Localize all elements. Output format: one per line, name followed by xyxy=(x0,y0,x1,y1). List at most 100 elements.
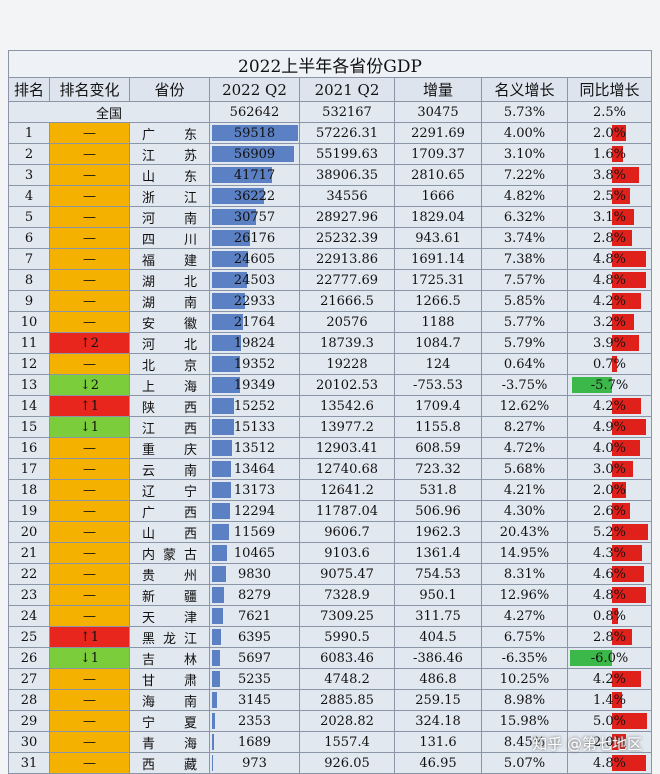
yoy-growth-text: 4.9% xyxy=(592,419,627,435)
increase: 1188 xyxy=(395,312,482,333)
gdp-2021: 9606.7 xyxy=(300,522,395,543)
gdp-bar xyxy=(212,461,232,477)
gdp-2022-text: 9830 xyxy=(237,566,272,582)
increase-text: 943.61 xyxy=(415,230,461,246)
province-text: 安徽 xyxy=(142,316,197,332)
gdp-2022: 973 xyxy=(210,753,300,774)
rank: 5 xyxy=(8,207,50,228)
province-text: 上海 xyxy=(142,379,197,395)
yoy-growth: 5.0% xyxy=(568,711,652,732)
province: 宁夏 xyxy=(130,711,210,732)
gdp-bar xyxy=(212,545,228,561)
rank-change: — xyxy=(50,690,130,711)
province: 甘肃 xyxy=(130,669,210,690)
province-text: 宁夏 xyxy=(142,715,197,731)
gdp-2021: 11787.04 xyxy=(300,501,395,522)
nominal-growth: 4.21% xyxy=(482,480,568,501)
gdp-2022: 26176 xyxy=(210,228,300,249)
yoy-bar xyxy=(612,461,633,477)
gdp-2021: 20576 xyxy=(300,312,395,333)
province-text: 北京 xyxy=(142,358,197,374)
increase-text: 754.53 xyxy=(415,566,461,582)
gdp-2021: 20102.53 xyxy=(300,375,395,396)
nominal-growth-text: 7.22% xyxy=(503,167,546,183)
province-text: 青海 xyxy=(142,736,197,752)
gdp-2021: 55199.63 xyxy=(300,144,395,165)
province-text: 海南 xyxy=(142,694,197,710)
rank-change-text: — xyxy=(83,524,96,540)
nominal-growth-text: 20.43% xyxy=(499,524,550,540)
gdp-2022-text: 15252 xyxy=(233,398,276,414)
yoy-growth-text: 4.8% xyxy=(592,251,627,267)
rank: 26 xyxy=(8,648,50,669)
province: 西藏 xyxy=(130,753,210,774)
province: 北京 xyxy=(130,354,210,375)
nominal-growth: 10.25% xyxy=(482,669,568,690)
rank-text: 14 xyxy=(20,398,38,414)
gdp-2022: 56909 xyxy=(210,144,300,165)
yoy-bar xyxy=(612,713,647,729)
gdp-2021: 18739.3 xyxy=(300,333,395,354)
gdp-2021-text: 5990.5 xyxy=(324,629,370,645)
gdp-2021-text: 13977.2 xyxy=(320,419,374,435)
yoy-growth-text: 5.0% xyxy=(592,713,627,729)
province-text: 黑龙江 xyxy=(142,631,197,647)
gdp-2022-text: 13173 xyxy=(233,482,276,498)
yoy-growth: 2.8% xyxy=(568,627,652,648)
yoy-growth-text: 2.5% xyxy=(592,188,627,204)
gdp-2022-text: 41717 xyxy=(233,167,276,183)
rank-text: 28 xyxy=(20,692,38,708)
gdp-2022: 19824 xyxy=(210,333,300,354)
rank-change: — xyxy=(50,459,130,480)
rank-change: ↑1 xyxy=(50,396,130,417)
increase-text: 1266.5 xyxy=(415,293,461,309)
increase: 259.15 xyxy=(395,690,482,711)
province: 山西 xyxy=(130,522,210,543)
yoy-growth-text: 4.8% xyxy=(592,587,627,603)
gdp-2021-text: 7309.25 xyxy=(320,608,374,624)
gdp-2021-text: 11787.04 xyxy=(315,503,379,519)
rank-text: 2 xyxy=(24,146,34,162)
province-text: 广西 xyxy=(142,505,197,521)
province-text: 内蒙古 xyxy=(142,547,197,563)
rank-text: 1 xyxy=(24,125,34,141)
column-header-text: 名义增长 xyxy=(494,81,555,99)
gdp-2022: 8279 xyxy=(210,585,300,606)
province-text: 云南 xyxy=(142,463,197,479)
gdp-2021: 2028.82 xyxy=(300,711,395,732)
gdp-2022-text: 26176 xyxy=(233,230,276,246)
rank-text: 8 xyxy=(24,272,34,288)
gdp-2022-text: 5697 xyxy=(237,650,272,666)
gdp-bar xyxy=(212,566,227,582)
gdp-2021: 12740.68 xyxy=(300,459,395,480)
nominal-growth-text: 10.25% xyxy=(499,671,550,687)
gdp-2022: 5235 xyxy=(210,669,300,690)
total-label-text: 全国 xyxy=(95,106,122,122)
gdp-2021-text: 34556 xyxy=(326,188,368,204)
gdp-2021: 19228 xyxy=(300,354,395,375)
rank-change-text: — xyxy=(83,734,96,750)
yoy-growth-text: 4.2% xyxy=(592,293,627,309)
nominal-growth-text: 5.77% xyxy=(503,314,546,330)
yoy-growth-text: 4.3% xyxy=(592,545,627,561)
yoy-growth-text: 4.8% xyxy=(592,272,627,288)
nominal-growth-text: 4.30% xyxy=(503,503,546,519)
rank-text: 17 xyxy=(20,461,38,477)
gdp-bar xyxy=(212,293,246,309)
total-cell-text: 5.73% xyxy=(503,104,546,120)
gdp-2022-text: 21764 xyxy=(233,314,276,330)
increase: 1361.4 xyxy=(395,543,482,564)
gdp-2022-text: 12294 xyxy=(233,503,276,519)
nominal-growth-text: -3.75% xyxy=(501,377,548,393)
gdp-2022: 30757 xyxy=(210,207,300,228)
gdp-2022: 19352 xyxy=(210,354,300,375)
yoy-growth: 1.4% xyxy=(568,690,652,711)
province: 广西 xyxy=(130,501,210,522)
rank-text: 3 xyxy=(24,167,34,183)
nominal-growth-text: 5.07% xyxy=(503,755,546,771)
gdp-2021-text: 2028.82 xyxy=(320,713,374,729)
column-header: 增量 xyxy=(395,78,482,102)
gdp-2022-text: 24503 xyxy=(233,272,276,288)
gdp-2021: 4748.2 xyxy=(300,669,395,690)
yoy-bar xyxy=(612,755,646,771)
